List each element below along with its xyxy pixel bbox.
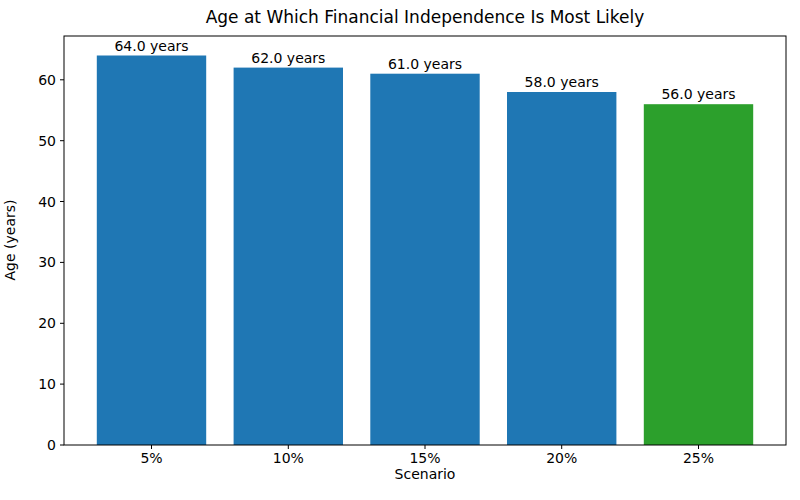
y-tick-label: 30	[38, 254, 56, 270]
bar-chart-plot-area: 0 10 20 30 40 50 60 5% 10% 15% 20% 25% 64.0 years 62.…	[0, 0, 800, 500]
x-tick-label: 20%	[546, 450, 577, 466]
x-tick-label: 15%	[409, 450, 440, 466]
bar-5%	[97, 56, 206, 446]
x-tick-label: 10%	[273, 450, 304, 466]
bar-value-label: 58.0 years	[525, 74, 599, 90]
bar-25%	[644, 104, 753, 445]
y-tick-label: 40	[38, 194, 56, 210]
bar-value-label: 56.0 years	[661, 86, 735, 102]
y-tick-label: 50	[38, 133, 56, 149]
x-tick-label: 5%	[140, 450, 162, 466]
bar-10%	[234, 68, 343, 445]
bar-value-label: 64.0 years	[114, 38, 188, 54]
bar-15%	[370, 74, 479, 445]
x-tick-label: 25%	[683, 450, 714, 466]
bar-value-label: 61.0 years	[388, 56, 462, 72]
figure: Age at Which Financial Independence Is M…	[0, 0, 800, 500]
y-tick-label: 20	[38, 315, 56, 331]
y-tick-label: 60	[38, 72, 56, 88]
bar-value-label: 62.0 years	[251, 50, 325, 66]
y-tick-label: 10	[38, 376, 56, 392]
y-tick-label: 0	[47, 437, 56, 453]
bar-20%	[507, 92, 616, 445]
